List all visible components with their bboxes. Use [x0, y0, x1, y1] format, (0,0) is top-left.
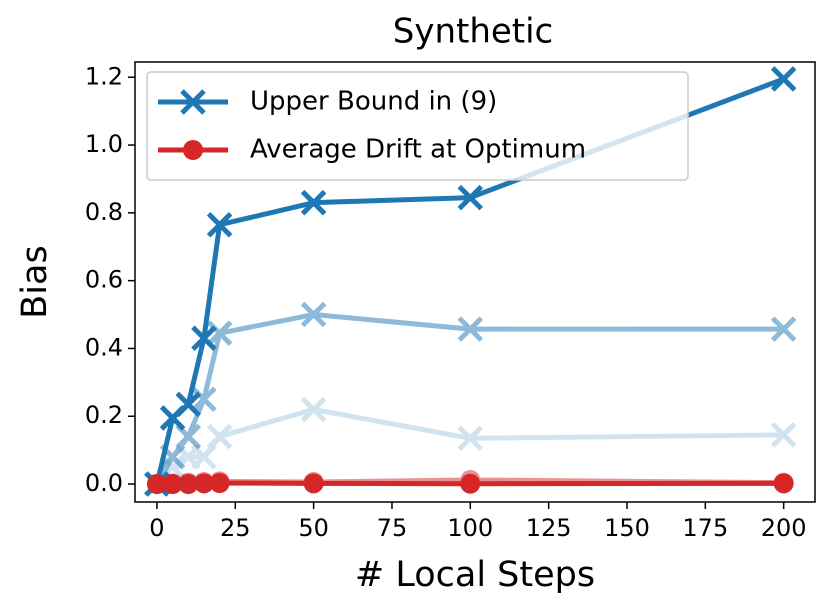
x-tick-label: 0 [149, 514, 164, 542]
x-tick-label: 175 [682, 514, 728, 542]
data-point [770, 66, 797, 92]
y-tick-label: 0.8 [85, 198, 123, 226]
legend: Upper Bound in (9) Average Drift at Optim… [146, 71, 689, 181]
data-point [162, 474, 183, 495]
x-tick-label: 75 [377, 514, 408, 542]
data-point [770, 422, 797, 448]
y-tick-label: 0.6 [85, 266, 123, 294]
data-point [206, 320, 233, 346]
data-point [457, 425, 484, 452]
y-tick-label: 0.2 [85, 401, 123, 429]
series [144, 396, 797, 497]
data-point [209, 473, 230, 494]
data-point [457, 184, 484, 211]
y-tick-label: 1.0 [85, 130, 123, 158]
data-point [460, 473, 481, 494]
y-axis-label: Bias [15, 245, 55, 318]
legend-marker [180, 89, 206, 115]
data-point [300, 396, 327, 423]
x-axis-label: # Local Steps [355, 555, 595, 595]
data-point [191, 325, 217, 352]
series [144, 66, 797, 497]
chart-title: Synthetic [393, 12, 554, 52]
legend-label: Upper Bound in (9) [250, 87, 497, 117]
y-tick-label: 1.2 [85, 62, 123, 90]
legend-frame [146, 71, 689, 181]
data-point [303, 473, 324, 494]
data-point [206, 423, 233, 450]
y-tick-label: 0.0 [85, 469, 123, 497]
series [146, 473, 794, 495]
legend-marker [183, 140, 203, 160]
x-tick-label: 125 [526, 514, 572, 542]
data-point [457, 316, 484, 342]
x-tick-label: 100 [447, 514, 493, 542]
legend-label: Average Drift at Optimum [250, 135, 586, 165]
series-line [154, 312, 784, 486]
data-point [770, 316, 797, 342]
data-point [146, 474, 167, 495]
series-line [155, 406, 784, 486]
data-point [206, 211, 233, 238]
data-point [175, 391, 202, 418]
x-tick-label: 50 [298, 514, 329, 542]
data-point [191, 444, 217, 470]
plot-frame [134, 61, 816, 503]
x-tick-label: 25 [220, 514, 251, 542]
data-point [773, 473, 794, 494]
x-tick-label: 200 [761, 514, 807, 542]
data-point [193, 473, 214, 494]
data-point [178, 474, 199, 495]
x-tick-label: 150 [604, 514, 650, 542]
y-tick-label: 0.4 [85, 333, 123, 361]
data-point [300, 189, 327, 216]
data-point [191, 386, 217, 413]
series [144, 301, 797, 497]
data-point [300, 301, 327, 328]
